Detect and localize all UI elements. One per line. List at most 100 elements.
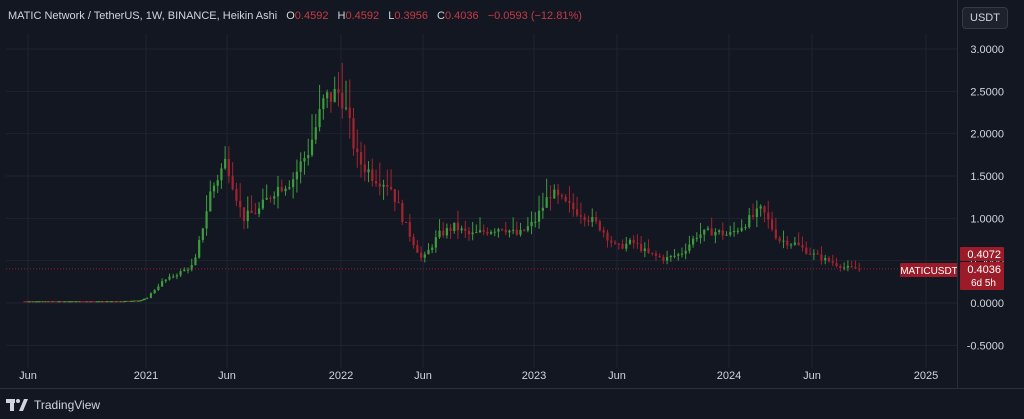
candle-body <box>801 245 804 248</box>
candle-body <box>537 210 541 222</box>
low-label: L <box>388 10 395 22</box>
candle-body <box>36 301 39 303</box>
candle-body <box>141 299 144 301</box>
candle-body <box>628 239 632 244</box>
candle-body <box>164 279 167 282</box>
candle-body <box>797 242 800 246</box>
symbol-label[interactable]: MATIC Network / TetherUS, 1W, BINANCE, H… <box>8 10 278 22</box>
candle-body <box>467 230 471 235</box>
candle-body <box>617 243 620 245</box>
candle-body <box>625 243 628 249</box>
candle-body <box>87 301 90 303</box>
candle-body <box>556 189 560 196</box>
candle-body <box>67 301 70 303</box>
candle-body <box>725 234 728 236</box>
candle-body <box>438 230 441 238</box>
candle-body <box>808 253 812 255</box>
x-tick-label: Jun <box>414 370 432 382</box>
candle-body <box>386 184 389 187</box>
candle-body <box>706 228 710 230</box>
candle-body <box>108 301 111 303</box>
x-tick-label: 2025 <box>914 370 938 382</box>
candle-body <box>118 301 121 303</box>
price-axis-separator <box>957 0 958 388</box>
candle-body <box>475 232 478 234</box>
candle-body <box>526 226 529 231</box>
candle-body <box>75 301 79 303</box>
x-tick-label: 2022 <box>329 370 353 382</box>
candle-body <box>732 230 736 233</box>
candle-body <box>729 232 732 235</box>
candle-body <box>393 189 396 203</box>
candle-body <box>453 222 456 231</box>
candle-body <box>212 185 216 192</box>
candle-body <box>134 300 137 302</box>
upper-price-badge <box>960 247 1004 261</box>
brand-name[interactable]: TradingView <box>34 398 101 412</box>
candle-body <box>160 281 164 287</box>
candle-body <box>97 301 100 303</box>
y-tick-label: 1.5000 <box>970 171 1004 183</box>
candle-body <box>427 249 430 255</box>
candle-body <box>31 301 35 303</box>
candle-body <box>770 219 774 230</box>
candle-body <box>541 207 544 211</box>
candle-body <box>824 257 827 261</box>
candle-body <box>239 200 242 208</box>
candle-body <box>314 127 317 140</box>
candle-body <box>751 215 755 217</box>
candle-body <box>183 269 186 272</box>
candle-body <box>740 227 743 231</box>
candle-body <box>51 301 54 303</box>
upper-price-text: 0.4072 <box>967 249 1001 261</box>
candle-body <box>29 301 32 303</box>
candle-body <box>74 301 77 303</box>
candle-body <box>303 158 306 162</box>
candle-body <box>138 300 141 302</box>
candle-body <box>858 268 861 270</box>
candle-body <box>77 301 80 303</box>
candle-body <box>759 206 762 209</box>
candle-body <box>102 301 106 303</box>
candle-body <box>367 169 370 173</box>
candle-body <box>201 228 204 240</box>
candle-body <box>70 301 73 303</box>
candle-body <box>46 301 49 303</box>
candle-body <box>105 301 108 303</box>
candle-body <box>654 253 658 256</box>
candle-body <box>322 98 325 110</box>
candle-body <box>680 253 684 255</box>
candle-body <box>224 158 227 169</box>
candle-body <box>37 301 40 303</box>
candle-body <box>126 300 130 302</box>
candle-body <box>523 229 526 231</box>
candle-body <box>326 92 329 99</box>
candle-body <box>460 228 463 231</box>
candle-body <box>50 301 53 303</box>
candle-body <box>125 300 128 302</box>
candle-body <box>246 210 249 222</box>
currency-button[interactable]: USDT <box>962 7 1008 29</box>
candle-body <box>114 301 117 303</box>
candle-body <box>359 152 363 165</box>
candle-body <box>445 228 448 236</box>
candle-body <box>575 209 579 216</box>
candle-body <box>594 216 598 222</box>
candle-body <box>382 184 385 187</box>
candle-body <box>846 265 849 268</box>
candle-body <box>128 301 131 303</box>
candle-body <box>122 301 125 303</box>
candle-body <box>337 88 340 93</box>
candle-body <box>23 301 26 303</box>
candle-body <box>695 237 698 239</box>
candle-body <box>572 202 575 210</box>
high-label: H <box>337 10 346 22</box>
candle-body <box>684 250 687 254</box>
countdown-text: 6d 5h <box>971 278 996 289</box>
candle-body <box>812 253 815 255</box>
candle-body <box>95 301 98 303</box>
candle-body <box>117 301 120 303</box>
candle-body <box>748 215 751 228</box>
candle-body <box>591 216 594 222</box>
